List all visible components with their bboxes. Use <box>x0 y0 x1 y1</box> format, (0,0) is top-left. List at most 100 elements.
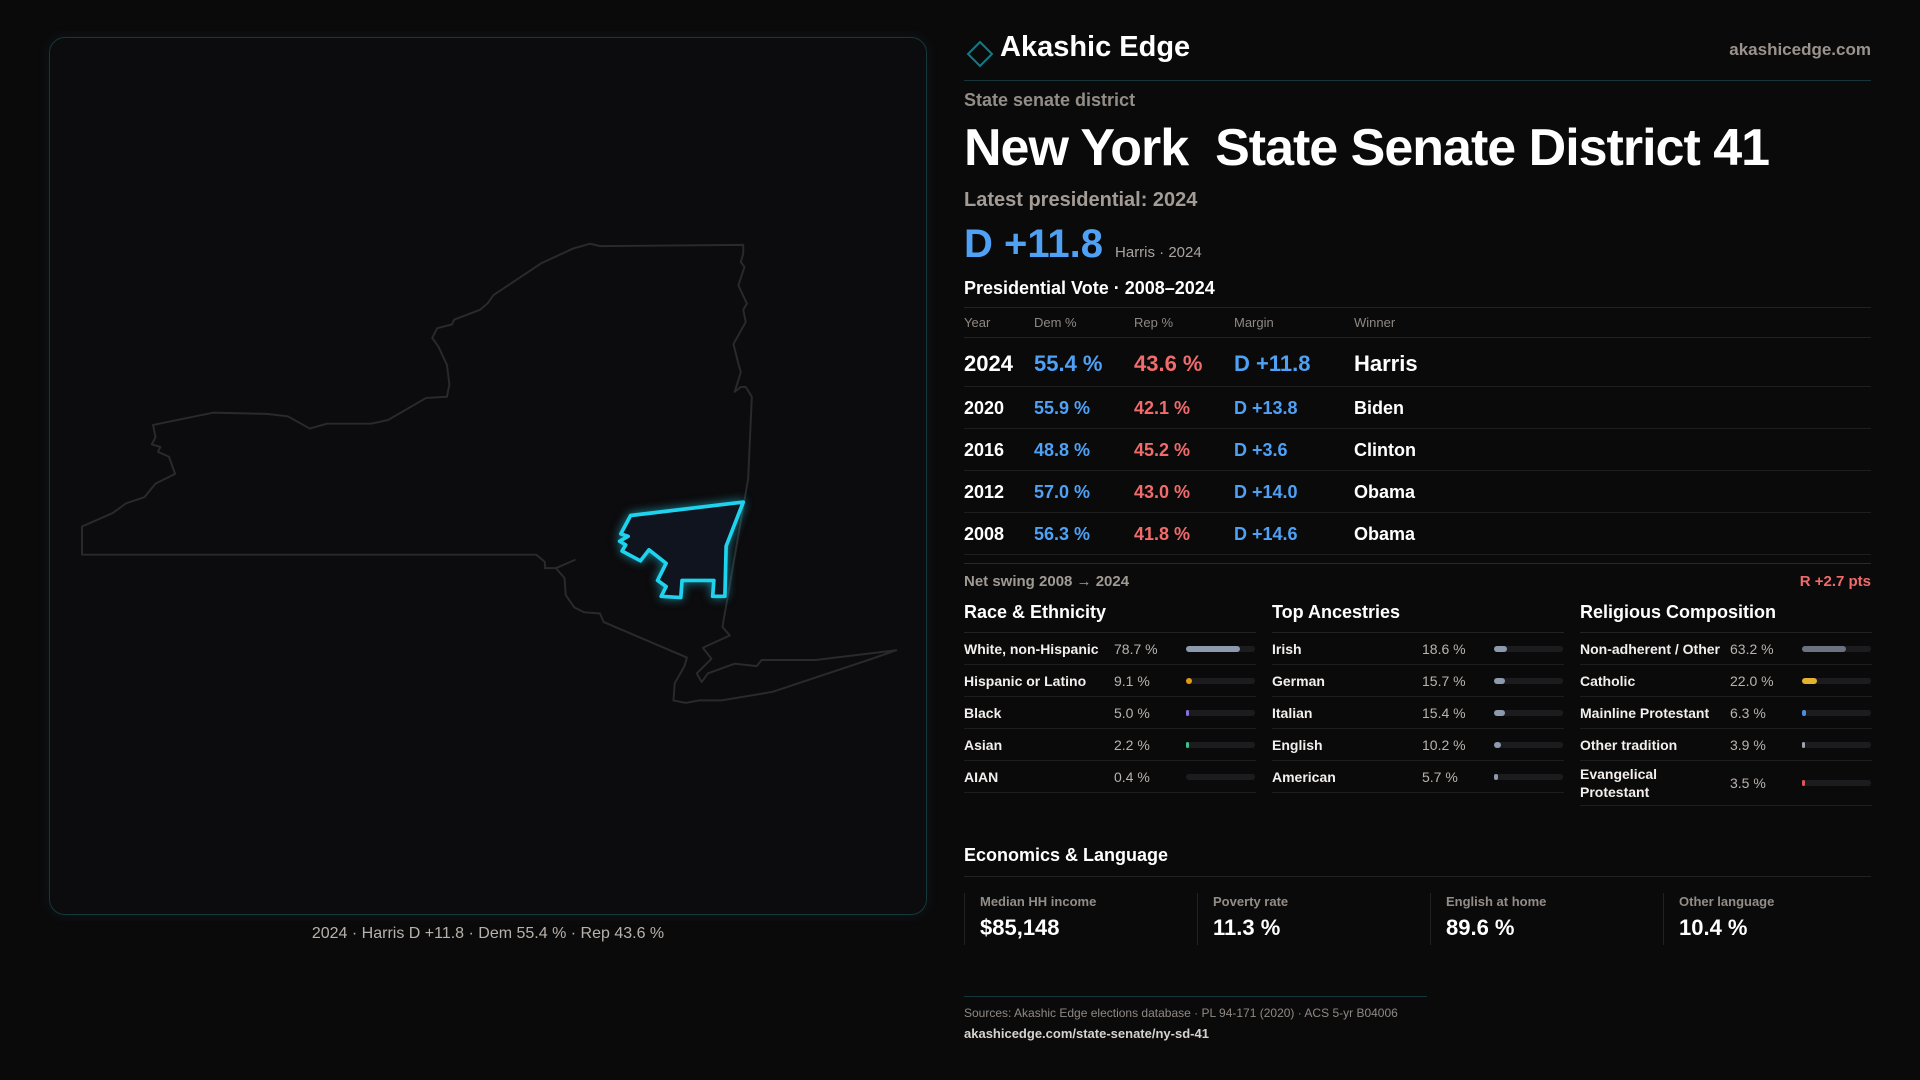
section-heading: Religious Composition <box>1580 600 1872 633</box>
stat-value: 9.1 % <box>1114 672 1150 689</box>
stat-label: Asian <box>964 736 1003 753</box>
stat-row: Mainline Protestant 6.3 % <box>1580 697 1872 729</box>
stat-row: American 5.7 % <box>1272 761 1564 793</box>
page-url-link[interactable]: akashicedge.com/state-senate/ny-sd-41 <box>964 1026 1209 1041</box>
econ-card: English at home 89.6 % <box>1430 893 1663 945</box>
stat-bar-fill <box>1494 741 1502 748</box>
cell-year: 2016 <box>964 440 1005 460</box>
cell-rep: 43.0 % <box>1134 482 1191 502</box>
net-swing-value: R +2.7 pts <box>1799 573 1871 590</box>
stat-row: German 15.7 % <box>1272 665 1564 697</box>
economics-heading: Economics & Language <box>964 845 1169 865</box>
stat-bar-track <box>1494 741 1563 748</box>
stat-bar-fill <box>1186 677 1193 684</box>
stat-row: Black 5.0 % <box>964 697 1256 729</box>
stat-bar-fill <box>1802 780 1805 786</box>
stat-label: Catholic <box>1580 672 1636 689</box>
stat-label: Mainline Protestant <box>1580 704 1710 721</box>
econ-card: Poverty rate 11.3 % <box>1197 893 1430 945</box>
stat-value: 5.7 % <box>1422 768 1458 785</box>
stat-bar-fill <box>1802 645 1846 652</box>
stat-bar-track <box>1494 709 1563 716</box>
stat-bar-track <box>1802 645 1871 652</box>
section-race-ethnicity: Race & Ethnicity White, non-Hispanic 78.7 … <box>964 600 1256 793</box>
stat-label: Evangelical Protestant <box>1580 766 1658 800</box>
cell-rep: 42.1 % <box>1134 398 1191 418</box>
diamond-logo-icon <box>966 40 994 68</box>
vote-table-row: 2024 55.4 % 43.6 % D +11.8 Harris <box>964 340 1871 387</box>
vote-table-row: 2020 55.9 % 42.1 % D +13.8 Biden <box>964 387 1871 429</box>
stat-bar-track <box>1494 677 1563 684</box>
stat-label: Non-adherent / Other <box>1580 640 1721 657</box>
cell-dem: 55.9 % <box>1034 398 1091 418</box>
col-margin: Margin <box>1234 315 1274 330</box>
latest-margin-sub: Harris · 2024 <box>1115 244 1202 261</box>
stat-label: English <box>1272 736 1323 753</box>
stat-value: 15.7 % <box>1422 672 1466 689</box>
cell-winner: Clinton <box>1354 440 1416 460</box>
net-swing-label: Net swing 2008 → 2024 <box>964 573 1130 590</box>
map-caption: 2024 · Harris D +11.8 · Dem 55.4 % · Rep… <box>311 925 665 942</box>
stat-bar-fill <box>1494 645 1507 652</box>
cell-winner: Obama <box>1354 524 1416 544</box>
stat-row: Hispanic or Latino 9.1 % <box>964 665 1256 697</box>
divider <box>964 876 1871 877</box>
stat-label: Italian <box>1272 704 1313 721</box>
stat-label: Black <box>964 704 1002 721</box>
econ-card-value: 89.6 % <box>1446 915 1515 940</box>
stat-bar-fill <box>1802 677 1818 684</box>
stat-label: American <box>1272 768 1336 785</box>
divider <box>964 337 1871 338</box>
econ-card-label: English at home <box>1446 894 1547 909</box>
stat-bar-track <box>1186 709 1255 716</box>
col-winner: Winner <box>1354 315 1396 330</box>
stat-value: 18.6 % <box>1422 640 1466 657</box>
econ-card-label: Poverty rate <box>1213 894 1289 909</box>
brand-name: Akashic Edge <box>1000 31 1191 63</box>
cell-margin: D +14.0 <box>1234 482 1298 502</box>
cell-rep: 45.2 % <box>1134 440 1191 460</box>
stat-label: Other tradition <box>1580 736 1678 753</box>
stat-value: 22.0 % <box>1730 672 1774 689</box>
stat-row: Other tradition 3.9 % <box>1580 729 1872 761</box>
stat-bar-track <box>1802 709 1871 716</box>
stat-value: 3.5 % <box>1730 775 1766 791</box>
stat-row: Irish 18.6 % <box>1272 633 1564 665</box>
header-divider <box>964 80 1871 81</box>
stat-bar-fill <box>1494 709 1505 716</box>
footer-divider <box>964 996 1427 997</box>
stat-bar-fill <box>1186 645 1241 652</box>
vote-table-heading: Presidential Vote · 2008–2024 <box>964 278 1215 298</box>
stat-label: Hispanic or Latino <box>964 672 1087 689</box>
col-year: Year <box>964 315 991 330</box>
map-panel[interactable] <box>49 37 927 915</box>
cell-margin: D +11.8 <box>1234 351 1311 376</box>
latest-margin-line: D +11.8 Harris · 2024 <box>964 222 1871 267</box>
cell-margin: D +3.6 <box>1234 440 1288 460</box>
section-heading: Top Ancestries <box>1272 600 1564 633</box>
stat-row: Non-adherent / Other 63.2 % <box>1580 633 1872 665</box>
sources-text: Sources: Akashic Edge elections database… <box>964 1006 1398 1020</box>
stat-bar-track <box>1802 741 1871 748</box>
cell-dem: 55.4 % <box>1034 351 1103 376</box>
stat-bar-track <box>1494 773 1563 780</box>
stat-value: 3.9 % <box>1730 736 1766 753</box>
stat-value: 15.4 % <box>1422 704 1466 721</box>
econ-card: Median HH income $85,148 <box>964 893 1197 945</box>
site-link[interactable]: akashicedge.com <box>1729 40 1871 59</box>
econ-card-label: Other language <box>1679 894 1775 909</box>
econ-card-value: $85,148 <box>980 915 1060 940</box>
latest-margin: D +11.8 <box>964 222 1104 266</box>
divider <box>964 563 1871 564</box>
stat-bar-fill <box>1186 709 1190 716</box>
stat-value: 6.3 % <box>1730 704 1766 721</box>
econ-card: Other language 10.4 % <box>1663 893 1896 945</box>
stat-bar-track <box>1186 773 1255 780</box>
divider <box>964 307 1871 308</box>
stat-row: AIAN 0.4 % <box>964 761 1256 793</box>
stat-bar-track <box>1186 645 1255 652</box>
cell-margin: D +14.6 <box>1234 524 1298 544</box>
vote-table-row: 2012 57.0 % 43.0 % D +14.0 Obama <box>964 471 1871 513</box>
latest-presidential-label: Latest presidential: 2024 <box>964 189 1198 211</box>
cell-dem: 56.3 % <box>1034 524 1091 544</box>
